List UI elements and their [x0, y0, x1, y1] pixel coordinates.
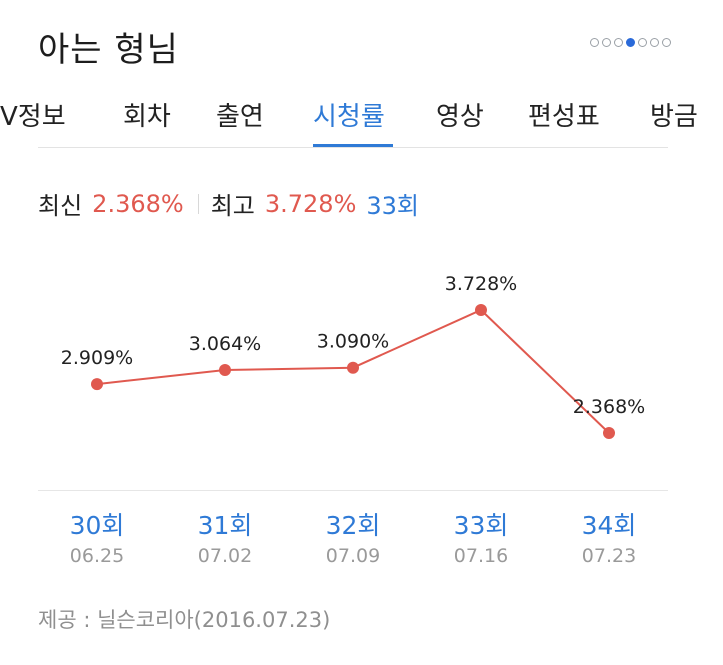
data-label: 3.728% — [445, 273, 517, 295]
max-value: 3.728% — [264, 189, 357, 218]
episode-number: 32회 — [325, 511, 381, 540]
tab-recent[interactable]: 방금 — [650, 102, 698, 132]
episode-date: 07.02 — [197, 545, 253, 567]
max-episode[interactable]: 33회 — [366, 192, 419, 220]
latest-label: 최신 — [38, 192, 83, 220]
summary-separator — [197, 193, 199, 214]
episode-tick[interactable]: 30회 06.25 — [42, 506, 152, 567]
data-point[interactable] — [603, 427, 615, 439]
tab-divider — [38, 147, 668, 148]
episode-date: 07.23 — [581, 545, 637, 567]
page-indicator — [590, 38, 671, 47]
episode-tick[interactable]: 33회 07.16 — [426, 506, 536, 567]
tab-episodes[interactable]: 회차 — [123, 102, 171, 132]
episode-tick[interactable]: 32회 07.09 — [298, 506, 408, 567]
episode-axis: 30회 06.25 31회 07.02 32회 07.09 33회 07.16 34회 07.23 — [0, 506, 723, 576]
active-tab-indicator — [313, 144, 393, 148]
episode-number: 30회 — [69, 511, 125, 540]
data-point[interactable] — [219, 364, 231, 377]
data-label: 2.368% — [573, 396, 645, 418]
chart-baseline — [38, 490, 668, 491]
tab-ratings[interactable]: 시청률 — [313, 102, 385, 132]
tab-videos[interactable]: 영상 — [436, 102, 484, 132]
max-label: 최고 — [210, 192, 255, 220]
page-dot[interactable] — [602, 38, 611, 47]
data-label: 3.090% — [317, 331, 389, 353]
data-point[interactable] — [91, 378, 103, 391]
ratings-line-chart: 2.909% 3.064% 3.090% 3.728% 2.368% — [61, 273, 645, 439]
episode-tick[interactable]: 34회 07.23 — [554, 506, 664, 567]
data-label: 2.909% — [61, 347, 133, 369]
episode-date: 07.09 — [325, 545, 381, 567]
data-point[interactable] — [475, 304, 487, 316]
tab-info[interactable]: V정보 — [0, 102, 66, 132]
data-label: 3.064% — [189, 333, 261, 355]
tab-bar: V정보 회차 출연 시청률 영상 편성표 방금 — [0, 86, 723, 148]
tab-cast[interactable]: 출연 — [216, 102, 264, 132]
page-dot[interactable] — [614, 38, 623, 47]
episode-tick[interactable]: 31회 07.02 — [170, 506, 280, 567]
episode-date: 07.16 — [453, 545, 509, 567]
page-title: 아는 형님 — [38, 30, 179, 70]
tab-schedule[interactable]: 편성표 — [528, 102, 600, 132]
latest-value: 2.368% — [92, 189, 184, 218]
page-dot[interactable] — [662, 38, 671, 47]
data-point[interactable] — [347, 361, 359, 374]
page-dot[interactable] — [650, 38, 659, 47]
data-source: 제공 : 닐슨코리아(2016.07.23) — [38, 608, 331, 632]
episode-number: 31회 — [197, 511, 253, 540]
page-dot[interactable] — [638, 38, 647, 47]
episode-number: 33회 — [453, 511, 509, 540]
page-dot[interactable] — [590, 38, 599, 47]
page-dot-active[interactable] — [626, 38, 635, 47]
episode-date: 06.25 — [69, 545, 125, 567]
rating-summary: 최신 2.368% 최고 3.728% 33회 — [38, 186, 419, 221]
episode-number: 34회 — [581, 511, 637, 540]
